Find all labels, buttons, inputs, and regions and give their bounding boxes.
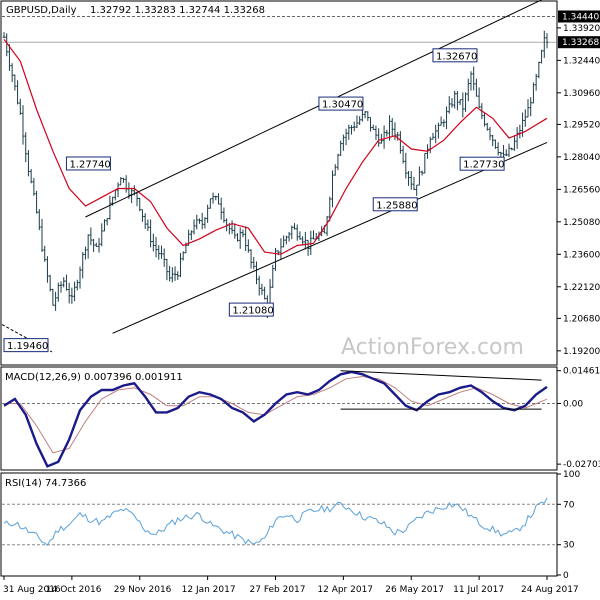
macd-panel-frame [0,366,558,471]
price-level-badge [558,36,600,49]
rsi-tick-label: 0 [563,571,569,581]
moving-average-line [3,38,548,255]
price-panel: 1.19200 1.20680 1.22120 1.23600 1.25080 1.265… [1,0,600,357]
macd-tick-label: -0.027031 [563,460,600,470]
price-annotation-box [3,338,49,353]
price-level-badge [558,10,600,23]
ohlc-readout: 1.32792 1.33283 1.32744 1.33268 [90,5,265,16]
macd-panel-title: MACD(12,26,9) 0.007396 0.001911 [5,372,183,383]
macd-tick-label: 0.014614 [563,367,600,377]
rsi-panel: 100 70 30 0 [2,470,580,581]
channel-line [112,141,548,334]
price-tick-label: 1.26560 [563,185,600,195]
price-annotation-label: 1.27740 [69,159,110,170]
date-tick-label: 11 Jul 2017 [453,585,504,595]
macd-line [3,370,548,468]
date-tick-label: 29 Nov 2016 [114,585,172,595]
watermark: ActionForex.com [341,335,524,360]
price-tick-label: 1.25080 [563,218,600,228]
rsi-panel-title: RSI(14) 74.7366 [5,478,86,489]
price-annotation-label: 1.27730 [463,160,504,171]
price-annotation-box [318,96,364,111]
price-panel-frame [0,0,558,366]
rsi-tick-label: 70 [563,500,575,510]
price-annotation-box [459,156,505,171]
price-tick-label: 1.19200 [563,347,600,357]
price-annotation-label: 1.30470 [322,100,363,111]
price-panel-title: GBPUSD,Daily [6,5,77,16]
price-annotation-box [432,48,478,63]
date-tick-label: 24 Aug 2017 [521,585,579,595]
rsi-panel-frame [0,472,558,577]
rsi-tick-label: 30 [563,541,575,551]
price-tick-label: 1.32440 [563,56,600,66]
price-annotation-box [65,156,111,171]
price-annotation-box [228,302,274,317]
macd-signal-line [4,375,548,454]
macd-trend-line [340,370,542,381]
date-tick-label: 31 Aug 2016 [3,585,61,595]
price-level-label: 1.34440 [562,12,599,22]
price-annotation-label: 1.19460 [7,341,48,352]
date-tick-label: 12 Apr 2017 [317,585,373,595]
price-tick-label: 1.30960 [563,89,600,99]
price-annotation-label: 1.25880 [376,200,417,211]
price-tick-label: 1.33920 [563,24,600,34]
price-tick-label: 1.28040 [563,153,600,163]
price-level-label: 1.33268 [562,38,599,48]
date-tick-label: 26 May 2017 [385,585,444,595]
price-tick-label: 1.23600 [563,250,600,260]
price-tick-label: 1.29520 [563,120,600,130]
price-annotation-box [372,197,418,212]
price-annotation-label: 1.21080 [232,306,273,317]
price-annotation-label: 1.32670 [436,51,477,62]
price-tick-label: 1.20680 [563,314,600,324]
rsi-tick-label: 100 [563,470,580,480]
date-tick-label: 27 Feb 2017 [250,585,306,595]
date-tick-label: 14 Oct 2016 [46,585,102,595]
date-tick-label: 12 Jan 2017 [182,585,236,595]
price-tick-label: 1.22120 [563,283,600,293]
macd-panel: 0.014614 0.00 -0.027031 [2,367,600,470]
rsi-line [3,497,548,546]
channel-line [85,0,542,218]
macd-tick-label: 0.00 [563,399,583,409]
